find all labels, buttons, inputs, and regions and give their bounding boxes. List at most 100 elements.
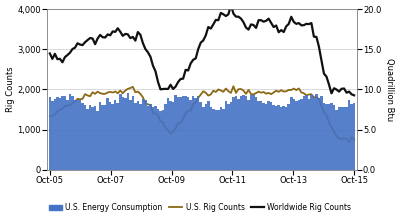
Bar xyxy=(230,102,232,170)
Bar xyxy=(187,97,190,170)
Bar xyxy=(212,109,214,170)
Bar xyxy=(119,94,122,170)
Bar xyxy=(200,102,202,170)
Bar xyxy=(66,100,69,170)
Bar xyxy=(338,107,340,170)
Bar xyxy=(144,100,147,170)
Bar xyxy=(114,100,116,170)
Bar xyxy=(177,97,179,170)
Bar xyxy=(202,107,204,170)
Bar xyxy=(86,109,89,170)
Bar xyxy=(172,102,174,170)
Bar xyxy=(147,106,149,170)
Bar xyxy=(214,110,217,170)
Bar xyxy=(295,101,298,170)
Bar xyxy=(190,100,192,170)
Bar xyxy=(122,97,124,170)
Bar xyxy=(323,103,325,170)
Bar xyxy=(204,104,207,170)
Bar xyxy=(343,107,345,170)
Bar xyxy=(278,105,280,170)
Bar xyxy=(162,110,164,170)
Bar xyxy=(255,97,257,170)
Bar xyxy=(157,109,159,170)
Bar xyxy=(252,95,255,170)
Bar xyxy=(308,99,310,170)
Bar xyxy=(335,110,338,170)
Bar xyxy=(247,100,250,170)
Bar xyxy=(225,101,227,170)
Bar xyxy=(81,103,84,170)
Bar xyxy=(142,99,144,170)
Bar xyxy=(350,104,353,170)
Bar xyxy=(182,96,184,170)
Bar xyxy=(242,95,245,170)
Bar xyxy=(112,104,114,170)
Bar xyxy=(71,96,74,170)
Bar xyxy=(152,107,154,170)
Bar xyxy=(149,104,152,170)
Bar xyxy=(99,102,102,170)
Bar xyxy=(167,98,169,170)
Bar xyxy=(159,111,162,170)
Bar xyxy=(76,100,79,170)
Bar xyxy=(164,104,167,170)
Bar xyxy=(210,107,212,170)
Bar xyxy=(265,104,267,170)
Bar xyxy=(232,97,235,170)
Bar xyxy=(290,97,292,170)
Bar xyxy=(64,96,66,170)
Bar xyxy=(222,109,225,170)
Bar xyxy=(272,105,275,170)
Bar xyxy=(280,107,282,170)
Bar xyxy=(340,107,343,170)
Bar xyxy=(318,98,320,170)
Bar xyxy=(267,101,270,170)
Bar xyxy=(94,106,96,170)
Bar xyxy=(260,101,262,170)
Bar xyxy=(106,98,109,170)
Bar xyxy=(61,96,64,170)
Bar xyxy=(250,95,252,170)
Bar xyxy=(330,103,333,170)
Bar xyxy=(227,104,230,170)
Bar xyxy=(192,96,194,170)
Bar xyxy=(325,104,328,170)
Y-axis label: Quadrillion Btu: Quadrillion Btu xyxy=(386,58,394,121)
Bar xyxy=(302,95,305,170)
Bar xyxy=(129,100,132,170)
Bar xyxy=(194,98,197,170)
Bar xyxy=(345,107,348,170)
Bar xyxy=(305,95,308,170)
Bar xyxy=(328,104,330,170)
Bar xyxy=(69,94,71,170)
Bar xyxy=(79,100,81,170)
Bar xyxy=(240,96,242,170)
Bar xyxy=(84,105,86,170)
Bar xyxy=(184,96,187,170)
Bar xyxy=(96,111,99,170)
Y-axis label: Rig Counts: Rig Counts xyxy=(6,67,14,112)
Bar xyxy=(134,103,137,170)
Bar xyxy=(139,104,142,170)
Bar xyxy=(220,107,222,170)
Bar xyxy=(137,101,139,170)
Bar xyxy=(217,110,220,170)
Bar xyxy=(179,97,182,170)
Bar xyxy=(102,105,104,170)
Bar xyxy=(89,105,91,170)
Bar xyxy=(275,106,278,170)
Bar xyxy=(237,99,240,170)
Bar xyxy=(315,94,318,170)
Bar xyxy=(288,104,290,170)
Bar xyxy=(104,105,106,170)
Bar xyxy=(262,103,265,170)
Bar xyxy=(270,102,272,170)
Bar xyxy=(257,101,260,170)
Bar xyxy=(285,107,288,170)
Bar xyxy=(353,104,355,170)
Bar xyxy=(54,99,56,170)
Bar xyxy=(91,106,94,170)
Bar xyxy=(51,101,54,170)
Bar xyxy=(59,99,61,170)
